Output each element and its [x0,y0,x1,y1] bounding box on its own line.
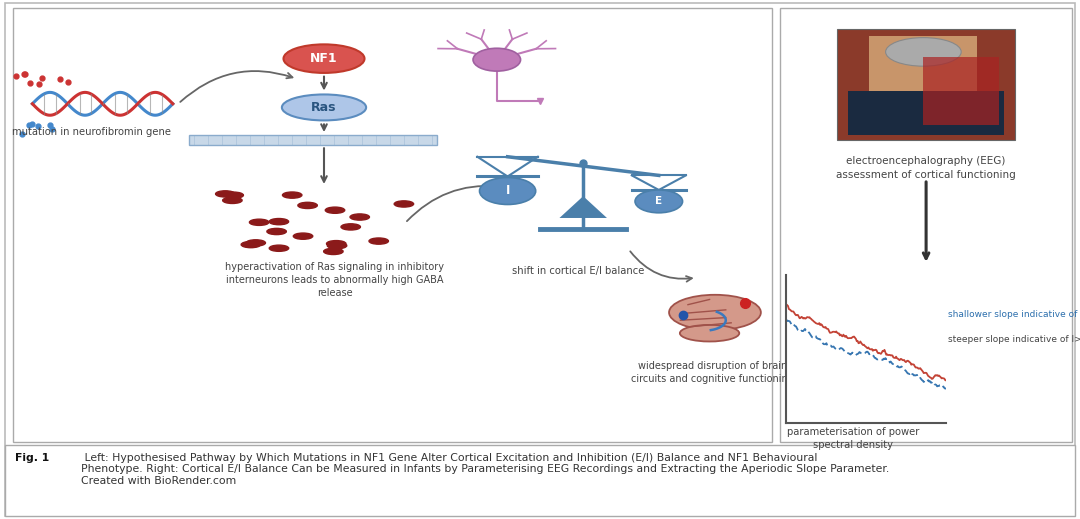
Text: Fig. 1: Fig. 1 [15,453,50,462]
Text: shift in cortical E/I balance: shift in cortical E/I balance [512,266,644,276]
Ellipse shape [282,94,366,120]
Ellipse shape [394,201,414,207]
Ellipse shape [216,191,235,197]
Bar [848,91,1004,135]
Ellipse shape [886,38,961,66]
Ellipse shape [327,242,347,249]
Ellipse shape [369,238,389,244]
Ellipse shape [670,295,761,330]
Text: Ras: Ras [311,101,337,114]
Ellipse shape [298,202,318,209]
Bar [780,8,1072,442]
Bar [5,445,1075,516]
Text: electroencephalography (EEG)
assessment of cortical functioning: electroencephalography (EEG) assessment … [836,156,1016,180]
Ellipse shape [283,44,365,73]
Text: Left: Hypothesised Pathway by Which Mutations in NF1 Gene Alter Cortical Excitat: Left: Hypothesised Pathway by Which Muta… [81,453,889,486]
Ellipse shape [269,245,288,251]
Text: I: I [505,184,510,198]
Ellipse shape [249,219,269,225]
Text: E: E [656,196,662,207]
Ellipse shape [267,228,286,235]
Ellipse shape [222,197,242,203]
Ellipse shape [224,192,243,198]
Ellipse shape [283,192,302,198]
Polygon shape [559,196,607,218]
Circle shape [480,177,536,204]
Bar [13,8,772,442]
Ellipse shape [294,233,313,239]
Ellipse shape [269,218,288,225]
Text: hyperactivation of Ras signaling in inhibitory
interneurons leads to abnormally : hyperactivation of Ras signaling in inhi… [226,262,444,298]
Circle shape [635,190,683,213]
Text: steeper slope indicative of I>E: steeper slope indicative of I>E [948,335,1080,345]
Text: mutation in neurofibromin gene: mutation in neurofibromin gene [12,127,172,137]
Text: parameterisation of power
spectral density: parameterisation of power spectral densi… [787,427,919,450]
Ellipse shape [241,241,260,248]
Ellipse shape [326,241,346,247]
Ellipse shape [350,214,369,220]
Bar [837,29,1015,140]
Bar [869,36,977,91]
Bar [189,135,437,145]
Bar [923,57,999,125]
Ellipse shape [246,240,266,246]
Ellipse shape [341,224,361,230]
Text: shallower slope indicative of E>I: shallower slope indicative of E>I [948,310,1080,319]
Ellipse shape [324,248,343,254]
Circle shape [473,48,521,71]
Ellipse shape [325,207,345,213]
Ellipse shape [680,325,740,342]
Text: widespread disruption of brain
circuits and cognitive functioning: widespread disruption of brain circuits … [632,361,794,384]
Text: NF1: NF1 [310,52,338,65]
